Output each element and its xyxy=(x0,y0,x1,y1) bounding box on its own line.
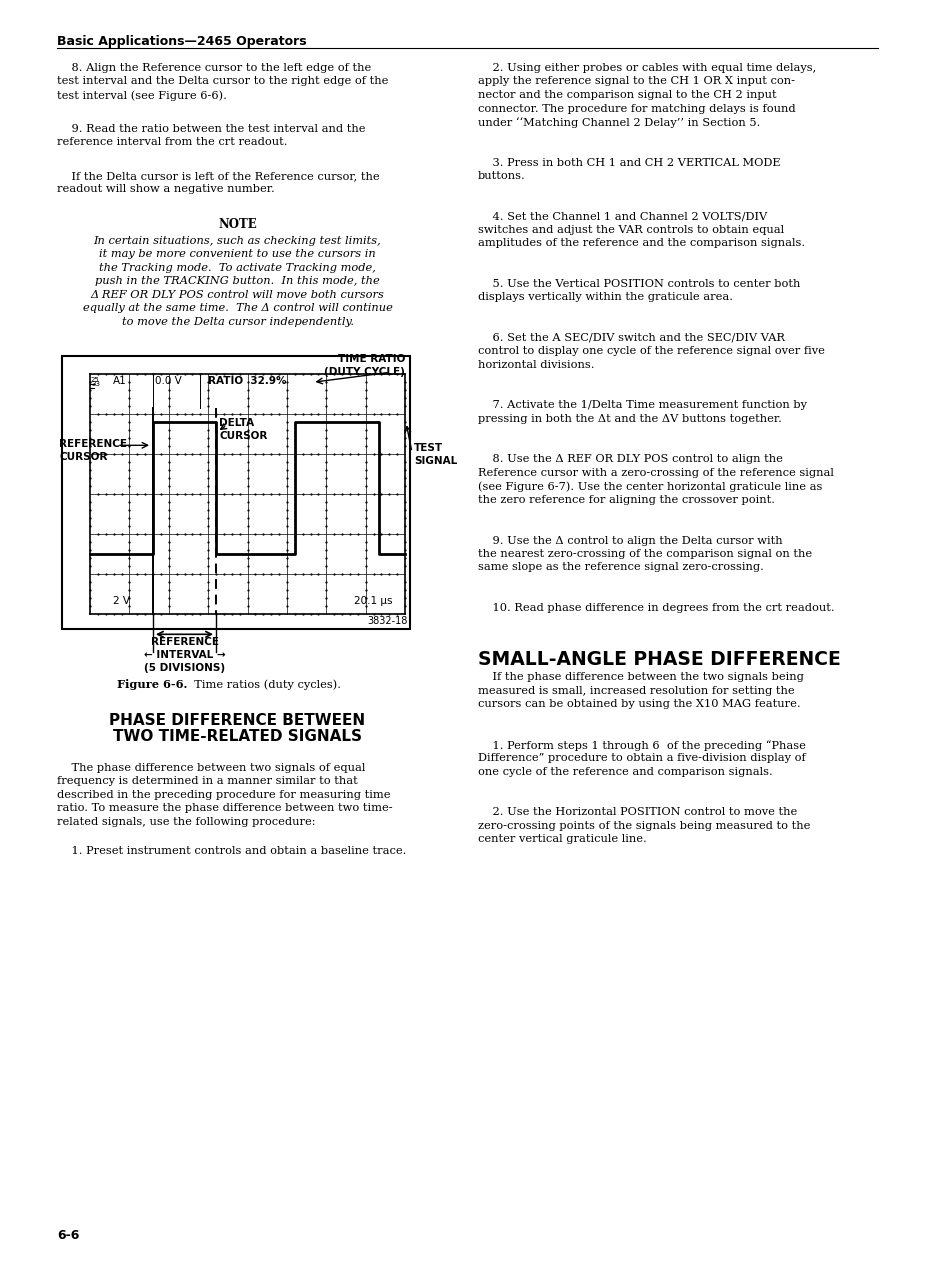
Text: Δ REF OR DLY POS control will move both cursors: Δ REF OR DLY POS control will move both … xyxy=(91,290,384,300)
Text: 10. Read phase difference in degrees from the crt readout.: 10. Read phase difference in degrees fro… xyxy=(478,603,835,613)
Text: ratio. To measure the phase difference between two time-: ratio. To measure the phase difference b… xyxy=(57,804,393,813)
Text: 2. Using either probes or cables with equal time delays,: 2. Using either probes or cables with eq… xyxy=(478,63,816,73)
Text: A1: A1 xyxy=(112,376,126,386)
Text: related signals, use the following procedure:: related signals, use the following proce… xyxy=(57,817,315,827)
Text: 8. Align the Reference cursor to the left edge of the: 8. Align the Reference cursor to the lef… xyxy=(57,63,371,73)
Text: test interval (see Figure 6-6).: test interval (see Figure 6-6). xyxy=(57,90,227,101)
Text: connector. The procedure for matching delays is found: connector. The procedure for matching de… xyxy=(478,103,796,114)
Text: cursors can be obtained by using the X10 MAG feature.: cursors can be obtained by using the X10… xyxy=(478,699,800,709)
Text: reference interval from the crt readout.: reference interval from the crt readout. xyxy=(57,138,287,148)
Text: measured is small, increased resolution for setting the: measured is small, increased resolution … xyxy=(478,685,795,695)
Text: In certain situations, such as checking test limits,: In certain situations, such as checking … xyxy=(94,236,381,246)
Text: the nearest zero-crossing of the comparison signal on the: the nearest zero-crossing of the compari… xyxy=(478,549,813,559)
Text: Time ratios (duty cycles).: Time ratios (duty cycles). xyxy=(187,679,341,690)
Text: nector and the comparison signal to the CH 2 input: nector and the comparison signal to the … xyxy=(478,90,777,100)
Text: it may be more convenient to use the cursors in: it may be more convenient to use the cur… xyxy=(99,250,376,259)
Text: 8. Use the Δ REF OR DLY POS control to align the: 8. Use the Δ REF OR DLY POS control to a… xyxy=(478,454,783,464)
Text: 20.1 μs: 20.1 μs xyxy=(354,597,393,606)
Text: 33: 33 xyxy=(91,381,100,386)
Text: SMALL-ANGLE PHASE DIFFERENCE: SMALL-ANGLE PHASE DIFFERENCE xyxy=(478,650,841,669)
Text: 25: 25 xyxy=(91,377,100,384)
Text: same slope as the reference signal zero-crossing.: same slope as the reference signal zero-… xyxy=(478,563,764,573)
Text: (see Figure 6-7). Use the center horizontal graticule line as: (see Figure 6-7). Use the center horizon… xyxy=(478,482,823,492)
Text: buttons.: buttons. xyxy=(478,170,525,180)
Text: equally at the same time.  The Δ control will continue: equally at the same time. The Δ control … xyxy=(82,303,393,313)
Text: PHASE DIFFERENCE BETWEEN: PHASE DIFFERENCE BETWEEN xyxy=(109,713,366,728)
Text: pressing in both the Δt and the ΔV buttons together.: pressing in both the Δt and the ΔV butto… xyxy=(478,414,782,424)
Bar xyxy=(62,356,410,630)
Text: Reference cursor with a zero-crossing of the reference signal: Reference cursor with a zero-crossing of… xyxy=(478,468,834,478)
Text: If the Delta cursor is left of the Reference cursor, the: If the Delta cursor is left of the Refer… xyxy=(57,170,380,180)
Text: the Tracking mode.  To activate Tracking mode,: the Tracking mode. To activate Tracking … xyxy=(99,262,376,273)
Text: 1. Perform steps 1 through 6  of the preceding “Phase: 1. Perform steps 1 through 6 of the prec… xyxy=(478,740,806,751)
Text: 9. Read the ratio between the test interval and the: 9. Read the ratio between the test inter… xyxy=(57,124,366,134)
Text: test interval and the Delta cursor to the right edge of the: test interval and the Delta cursor to th… xyxy=(57,77,388,87)
Bar xyxy=(90,375,405,615)
Text: 2 V: 2 V xyxy=(113,597,130,606)
Text: REFERENCE
CURSOR: REFERENCE CURSOR xyxy=(59,439,127,462)
Text: Figure 6-6.: Figure 6-6. xyxy=(117,679,187,690)
Text: one cycle of the reference and comparison signals.: one cycle of the reference and compariso… xyxy=(478,767,772,776)
Text: 2. Use the Horizontal POSITION control to move the: 2. Use the Horizontal POSITION control t… xyxy=(478,808,798,818)
Text: TIME RATIO
(DUTY CYCLE): TIME RATIO (DUTY CYCLE) xyxy=(324,355,405,377)
Text: 6. Set the A SEC/DIV switch and the SEC/DIV VAR: 6. Set the A SEC/DIV switch and the SEC/… xyxy=(478,333,785,343)
Text: DELTA
CURSOR: DELTA CURSOR xyxy=(219,418,267,440)
Text: 1. Preset instrument controls and obtain a baseline trace.: 1. Preset instrument controls and obtain… xyxy=(57,847,407,857)
Text: 5. Use the Vertical POSITION controls to center both: 5. Use the Vertical POSITION controls to… xyxy=(478,279,800,289)
Text: TEST
SIGNAL: TEST SIGNAL xyxy=(414,443,457,466)
Text: 4. Set the Channel 1 and Channel 2 VOLTS/DIV: 4. Set the Channel 1 and Channel 2 VOLTS… xyxy=(478,212,768,222)
Text: displays vertically within the graticule area.: displays vertically within the graticule… xyxy=(478,293,733,303)
Text: Difference” procedure to obtain a five-division display of: Difference” procedure to obtain a five-d… xyxy=(478,753,806,764)
Text: frequency is determined in a manner similar to that: frequency is determined in a manner simi… xyxy=(57,776,358,786)
Text: 6-6: 6-6 xyxy=(57,1229,79,1242)
Text: 9. Use the Δ control to align the Delta cursor with: 9. Use the Δ control to align the Delta … xyxy=(478,535,783,545)
Text: horizontal divisions.: horizontal divisions. xyxy=(478,360,595,370)
Text: center vertical graticule line.: center vertical graticule line. xyxy=(478,834,647,844)
Text: to move the Delta cursor independently.: to move the Delta cursor independently. xyxy=(122,317,353,327)
Text: 0.0 V: 0.0 V xyxy=(155,376,182,386)
Text: apply the reference signal to the CH 1 OR X input con-: apply the reference signal to the CH 1 O… xyxy=(478,77,795,87)
Text: The phase difference between two signals of equal: The phase difference between two signals… xyxy=(57,762,366,772)
Text: described in the preceding procedure for measuring time: described in the preceding procedure for… xyxy=(57,790,391,800)
Text: Basic Applications—2465 Operators: Basic Applications—2465 Operators xyxy=(57,35,307,48)
Text: readout will show a negative number.: readout will show a negative number. xyxy=(57,184,275,194)
Text: REFERENCE
← INTERVAL →
(5 DIVISIONS): REFERENCE ← INTERVAL → (5 DIVISIONS) xyxy=(144,637,225,673)
Text: amplitudes of the reference and the comparison signals.: amplitudes of the reference and the comp… xyxy=(478,239,805,249)
Text: If the phase difference between the two signals being: If the phase difference between the two … xyxy=(478,673,804,683)
Text: the zero reference for aligning the crossover point.: the zero reference for aligning the cros… xyxy=(478,495,775,505)
Text: push in the TRACKING button.  In this mode, the: push in the TRACKING button. In this mod… xyxy=(95,276,380,286)
Text: TWO TIME-RELATED SIGNALS: TWO TIME-RELATED SIGNALS xyxy=(113,729,362,745)
Text: under ‘‘Matching Channel 2 Delay’’ in Section 5.: under ‘‘Matching Channel 2 Delay’’ in Se… xyxy=(478,117,760,127)
Text: NOTE: NOTE xyxy=(218,218,257,231)
Text: zero-crossing points of the signals being measured to the: zero-crossing points of the signals bein… xyxy=(478,820,811,830)
Text: 7. Activate the 1/Delta Time measurement function by: 7. Activate the 1/Delta Time measurement… xyxy=(478,400,807,410)
Text: 3832-18: 3832-18 xyxy=(367,616,408,626)
Text: 3. Press in both CH 1 and CH 2 VERTICAL MODE: 3. Press in both CH 1 and CH 2 VERTICAL … xyxy=(478,158,781,168)
Text: RATIO  32.9%: RATIO 32.9% xyxy=(209,376,287,386)
Text: switches and adjust the VAR controls to obtain equal: switches and adjust the VAR controls to … xyxy=(478,225,784,235)
Text: control to display one cycle of the reference signal over five: control to display one cycle of the refe… xyxy=(478,347,825,356)
